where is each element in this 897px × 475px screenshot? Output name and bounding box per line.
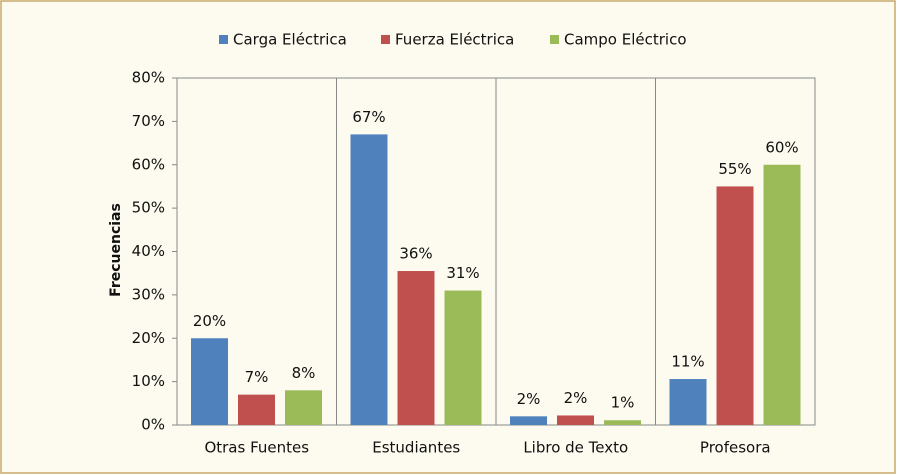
legend-label: Campo Eléctrico	[564, 31, 687, 49]
bar	[397, 271, 435, 425]
bar	[285, 390, 322, 425]
data-label: 1%	[611, 394, 635, 412]
data-label: 31%	[446, 264, 479, 282]
data-label: 7%	[245, 368, 269, 386]
y-tick-label: 20%	[132, 329, 165, 347]
legend-swatch	[550, 35, 559, 44]
x-tick-label: Estudiantes	[372, 439, 460, 457]
data-label: 2%	[564, 389, 588, 407]
y-tick-label: 70%	[132, 112, 165, 130]
y-tick-label: 60%	[132, 155, 165, 173]
legend-label: Fuerza Eléctrica	[395, 31, 514, 49]
data-label: 11%	[671, 353, 704, 371]
data-label: 36%	[399, 245, 432, 263]
data-label: 2%	[517, 390, 541, 408]
y-tick-label: 10%	[132, 372, 165, 390]
bar	[191, 338, 228, 425]
bar	[716, 186, 754, 425]
y-axis-label: Frecuencias	[108, 203, 124, 297]
y-tick-label: 50%	[132, 199, 165, 217]
data-label: 55%	[718, 160, 751, 178]
data-label: 20%	[193, 312, 226, 330]
x-tick-label: Profesora	[700, 439, 771, 457]
data-label: 60%	[765, 138, 798, 156]
bar	[350, 134, 388, 425]
bar	[510, 416, 547, 425]
y-tick-label: 40%	[132, 242, 165, 260]
x-tick-label: Otras Fuentes	[204, 439, 309, 457]
y-tick-label: 80%	[132, 69, 165, 87]
y-tick-label: 30%	[132, 285, 165, 303]
bar	[604, 420, 641, 425]
legend-label: Carga Eléctrica	[233, 31, 347, 49]
data-label: 67%	[352, 108, 385, 126]
bar	[444, 290, 482, 425]
legend-swatch	[381, 35, 390, 44]
bar	[238, 394, 275, 425]
legend-swatch	[219, 35, 228, 44]
bar	[763, 164, 801, 425]
y-tick-label: 0%	[141, 416, 165, 434]
x-tick-label: Libro de Texto	[523, 439, 628, 457]
data-label: 8%	[292, 364, 316, 382]
bar	[669, 379, 707, 425]
bar	[557, 415, 594, 425]
